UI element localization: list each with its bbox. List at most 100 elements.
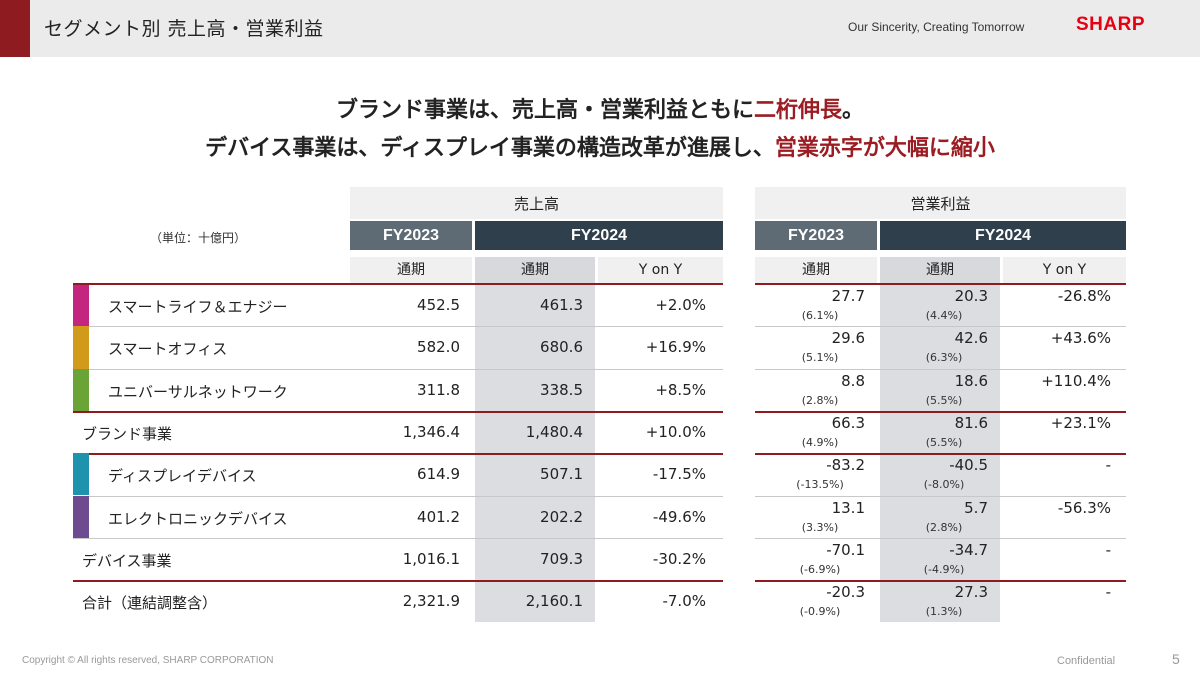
op-fy2024-margin: (1.3%) bbox=[925, 605, 963, 619]
sales-fy2023-header: FY2023 bbox=[350, 221, 472, 250]
row-divider-op bbox=[755, 453, 1126, 456]
op-fy2023-value: -20.3 bbox=[826, 583, 865, 602]
op-fy2023-margin: (-0.9%) bbox=[799, 605, 841, 619]
page-number: 5 bbox=[1172, 651, 1180, 667]
sales-group-header bbox=[350, 187, 723, 219]
op-fy2023-value: 13.1 bbox=[831, 498, 865, 517]
sales-fy2024-value: 709.3 bbox=[540, 549, 583, 568]
op-profit-group-header bbox=[755, 187, 1126, 219]
op-fy2024-value: 81.6 bbox=[954, 413, 988, 432]
sales-yoy-value: -30.2% bbox=[652, 549, 706, 568]
row-divider-op bbox=[755, 537, 1126, 539]
op-fy2023-margin: (3.3%) bbox=[801, 520, 839, 534]
op-fy2023-margin: (5.1%) bbox=[801, 351, 839, 365]
sales-yoy-value: +8.5% bbox=[655, 380, 706, 399]
sales-yoy-value: +10.0% bbox=[645, 422, 706, 441]
headline-2-text: デバイス事業は、ディスプレイ事業の構造改革が進展し、 bbox=[205, 136, 775, 161]
row-divider-sales bbox=[73, 410, 723, 413]
op-fy2023-value: -83.2 bbox=[826, 456, 865, 475]
op-fy2024-value: 27.3 bbox=[954, 583, 988, 602]
op-yoy-value: -56.3% bbox=[1057, 498, 1111, 517]
segment-color-swatch bbox=[73, 495, 89, 538]
sales-fy2024-value: 461.3 bbox=[540, 296, 583, 314]
op-fy2023-value: -70.1 bbox=[826, 540, 865, 559]
segment-label: ブランド事業 bbox=[82, 424, 173, 443]
unit-label: （単位：十億円） bbox=[150, 231, 247, 245]
segment-label: エレクトロニックデバイス bbox=[108, 509, 288, 528]
sales-fy2023-value: 614.9 bbox=[417, 465, 460, 484]
op-fy2023-value: 8.8 bbox=[841, 371, 865, 390]
sales-fy2023-value: 582.0 bbox=[417, 338, 460, 357]
op-yoy-value: -26.8% bbox=[1057, 287, 1111, 305]
row-divider-op bbox=[755, 326, 1126, 328]
segment-color-swatch bbox=[73, 326, 89, 369]
sales-yoy-value: -49.6% bbox=[652, 507, 706, 526]
row-divider-op bbox=[755, 495, 1126, 497]
op-fy2023-margin: (2.8%) bbox=[801, 393, 839, 407]
op-yoy-value: - bbox=[1105, 583, 1111, 602]
sales-fy2023-value: 1,346.4 bbox=[402, 422, 460, 441]
sales-fy2024-value: 1,480.4 bbox=[525, 422, 583, 441]
headline-1-text: ブランド事業は、売上高・営業利益ともに bbox=[335, 98, 754, 123]
op-fy2024-margin: (-8.0%) bbox=[923, 478, 965, 492]
sales-fy2023-value: 452.5 bbox=[417, 296, 460, 314]
tagline: Our Sincerity, Creating Tomorrow bbox=[848, 20, 1025, 34]
headline-1-highlight: 二桁伸長 bbox=[753, 98, 842, 123]
headline-2-highlight: 営業赤字が大幅に縮小 bbox=[774, 136, 995, 161]
sales-fy2024-value: 338.5 bbox=[540, 380, 583, 399]
sales-fy2023-value: 401.2 bbox=[417, 507, 460, 526]
sharp-logo: SHARP bbox=[1076, 14, 1146, 35]
sales-fy2023-value: 2,321.9 bbox=[402, 592, 460, 611]
op-fy2024-band bbox=[880, 284, 1000, 622]
table-top-line-op bbox=[755, 283, 1126, 285]
op-fy2023-margin: (6.1%) bbox=[801, 309, 839, 322]
op-fy2024-value: -34.7 bbox=[949, 540, 988, 559]
sales-fy2023-value: 1,016.1 bbox=[402, 549, 460, 568]
sales-group-label: 売上高 bbox=[513, 195, 559, 213]
row-divider-sales bbox=[73, 580, 723, 583]
sales-fy2024-value: 202.2 bbox=[540, 507, 583, 526]
op-fy2024-col: 通期 bbox=[880, 257, 1000, 283]
copyright: Copyright © All rights reserved, SHARP C… bbox=[22, 655, 274, 666]
sales-fy2023-value: 311.8 bbox=[417, 380, 460, 399]
segment-label: スマートライフ＆エナジー bbox=[108, 298, 288, 316]
op-fy2024-value: -40.5 bbox=[949, 456, 988, 475]
segment-label: スマートオフィス bbox=[108, 340, 228, 359]
segment-label: ユニバーサルネットワーク bbox=[108, 382, 288, 401]
sales-fy2023-col: 通期 bbox=[350, 257, 472, 283]
header-bar: セグメント別 売上高・営業利益 Our Sincerity, Creating … bbox=[0, 0, 1200, 57]
op-fy2024-margin: (-4.9%) bbox=[923, 562, 965, 576]
sales-yoy-value: +16.9% bbox=[645, 338, 706, 357]
op-fy2023-margin: (-13.5%) bbox=[796, 478, 844, 492]
table-top-line-sales bbox=[73, 283, 723, 285]
op-fy2023-value: 27.7 bbox=[831, 287, 865, 305]
op-fy2024-margin: (6.3%) bbox=[925, 351, 963, 365]
sales-fy2024-header: FY2024 bbox=[475, 221, 723, 250]
op-yoy-value: +23.1% bbox=[1050, 413, 1111, 432]
sales-fy2024-col: 通期 bbox=[475, 257, 595, 283]
op-fy2023-col: 通期 bbox=[755, 257, 877, 283]
row-divider-op bbox=[755, 368, 1126, 370]
page-title: セグメント別 売上高・営業利益 bbox=[44, 18, 324, 40]
segment-label: デバイス事業 bbox=[82, 551, 172, 570]
op-fy2023-value: 29.6 bbox=[831, 329, 865, 348]
sales-fy2024-value: 507.1 bbox=[540, 465, 583, 484]
op-fy2024-margin: (2.8%) bbox=[925, 520, 963, 534]
op-yoy-value: +110.4% bbox=[1041, 371, 1111, 390]
row-divider-sales bbox=[73, 368, 723, 370]
op-yoy-value: - bbox=[1105, 456, 1111, 475]
row-divider-op bbox=[755, 580, 1126, 583]
sales-fy2024-band bbox=[475, 284, 595, 622]
op-fy2024-margin: (5.5%) bbox=[925, 435, 963, 449]
row-divider-sales bbox=[73, 326, 723, 328]
sales-yoy-value: -17.5% bbox=[652, 465, 706, 484]
confidential-label: Confidential bbox=[1057, 655, 1116, 667]
segment-label: ディスプレイデバイス bbox=[108, 467, 257, 486]
op-fy2023-margin: (4.9%) bbox=[801, 435, 839, 449]
row-divider-sales bbox=[73, 495, 723, 497]
op-fy2024-header: FY2024 bbox=[880, 221, 1126, 250]
sales-yoy-value: -7.0% bbox=[662, 592, 706, 611]
op-fy2023-margin: (-6.9%) bbox=[799, 562, 841, 576]
op-fy2024-value: 42.6 bbox=[954, 329, 988, 348]
headline-1-end: 。 bbox=[842, 98, 865, 123]
